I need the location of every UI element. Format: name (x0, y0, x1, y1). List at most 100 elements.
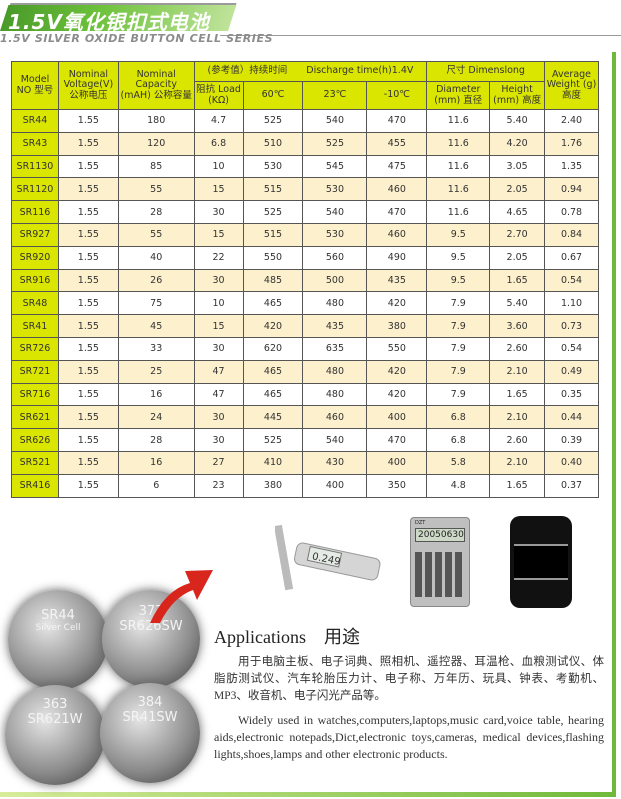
cell-discharge-minus10c: 470 (366, 109, 428, 133)
table-row: SR721 1.55 25 47 465 480 420 7.9 2.10 0.49 (11, 359, 599, 384)
spec-table: Model NO 型号 Nominal Voltage(V) 公称电压 Nomi… (11, 61, 599, 498)
cell-capacity: 25 (117, 359, 195, 384)
table-row: SR621 1.55 24 30 445 460 400 6.8 2.10 0.44 (11, 405, 599, 430)
header-dimension: 尺寸 Dimenslong (426, 61, 546, 82)
header-diameter: Diameter (mm) 直径 (426, 81, 491, 110)
cell-model: SR726 (11, 336, 59, 361)
cell-discharge-23c: 480 (302, 382, 368, 407)
coin-label: 384 (137, 695, 163, 710)
cell-weight: 1.35 (544, 154, 599, 179)
cell-voltage: 1.55 (57, 131, 119, 156)
cell-discharge-60c: 510 (242, 131, 304, 156)
cell-discharge-23c: 480 (302, 291, 368, 316)
cell-capacity: 55 (117, 177, 195, 202)
applications-text-en: Widely used in watches,computers,laptops… (214, 713, 604, 761)
cell-weight: 0.78 (544, 200, 599, 224)
applications-title-cn: 用途 (324, 627, 360, 647)
cell-model: SR43 (11, 131, 59, 156)
cell-load: 15 (193, 222, 244, 247)
table-row: SR626 1.55 28 30 525 540 470 6.8 2.60 0.39 (11, 428, 599, 452)
cell-discharge-60c: 530 (242, 154, 304, 179)
cell-height: 2.10 (489, 359, 546, 384)
cell-load: 10 (193, 291, 244, 316)
cell-capacity: 16 (117, 382, 195, 407)
cell-discharge-minus10c: 420 (366, 382, 428, 407)
cell-discharge-minus10c: 460 (366, 222, 428, 247)
cell-load: 30 (193, 200, 244, 224)
cell-model: SR44 (11, 109, 59, 133)
header-60c: 60℃ (242, 81, 304, 110)
cell-discharge-minus10c: 470 (366, 428, 428, 452)
cell-capacity: 6 (117, 473, 195, 498)
cell-discharge-60c: 410 (242, 450, 304, 475)
cell-load: 47 (193, 382, 244, 407)
cell-diameter: 7.9 (426, 291, 491, 316)
cell-diameter: 6.8 (426, 405, 491, 430)
cell-diameter: 7.9 (426, 382, 491, 407)
header-minus10c: -10℃ (366, 81, 428, 110)
cell-discharge-60c: 515 (242, 222, 304, 247)
cell-model: SR416 (11, 473, 59, 498)
cell-voltage: 1.55 (57, 268, 119, 293)
cell-capacity: 180 (117, 109, 195, 133)
applications-title: Applications (214, 627, 306, 647)
cell-diameter: 11.6 (426, 200, 491, 224)
cell-discharge-23c: 530 (302, 222, 368, 247)
cell-height: 1.65 (489, 473, 546, 498)
cell-discharge-minus10c: 435 (366, 268, 428, 293)
cell-diameter: 7.9 (426, 336, 491, 361)
table-row: SR416 1.55 6 23 380 400 350 4.8 1.65 0.37 (11, 473, 599, 498)
header-capacity: Nominal Capacity (mAH) 公称容量 (117, 61, 195, 110)
cell-discharge-60c: 445 (242, 405, 304, 430)
cell-discharge-minus10c: 400 (366, 450, 428, 475)
cell-model: SR41 (11, 314, 59, 338)
cell-model: SR116 (11, 200, 59, 224)
cell-height: 2.60 (489, 428, 546, 452)
cell-discharge-23c: 540 (302, 428, 368, 452)
cell-height: 2.10 (489, 405, 546, 430)
page-title: 1.5V氧化银扣式电池 (8, 10, 210, 34)
cell-voltage: 1.55 (57, 291, 119, 316)
cell-diameter: 11.6 (426, 109, 491, 133)
cell-capacity: 55 (117, 222, 195, 247)
cell-weight: 0.73 (544, 314, 599, 338)
cell-model: SR521 (11, 450, 59, 475)
coin-384: 384 SR41SW (100, 683, 200, 783)
cell-discharge-minus10c: 350 (366, 473, 428, 498)
cell-height: 2.05 (489, 245, 546, 270)
coin-377: 377 SR626SW (102, 590, 200, 688)
cell-discharge-60c: 525 (242, 200, 304, 224)
header-model: Model NO 型号 (11, 61, 59, 110)
coin-label: SR626SW (119, 619, 183, 634)
calculator-brand: DZT (415, 520, 426, 526)
calculator-image: DZT 20050630 (410, 517, 470, 607)
cell-discharge-60c: 465 (242, 382, 304, 407)
cell-capacity: 75 (117, 291, 195, 316)
cell-capacity: 120 (117, 131, 195, 156)
cell-load: 30 (193, 268, 244, 293)
cell-discharge-23c: 430 (302, 450, 368, 475)
cell-model: SR716 (11, 382, 59, 407)
cell-discharge-minus10c: 475 (366, 154, 428, 179)
cell-discharge-23c: 525 (302, 131, 368, 156)
coin-label: SR41SW (122, 710, 178, 725)
cell-model: SR721 (11, 359, 59, 384)
cell-discharge-minus10c: 455 (366, 131, 428, 156)
coin-label: Silver Cell (35, 623, 81, 633)
cell-weight: 2.40 (544, 109, 599, 133)
applications-text-cn: 用于电脑主板、电子词典、照相机、遥控器、耳温枪、血粮测试仪、体脂肪测试仪、汽车轮… (214, 656, 604, 702)
cell-discharge-minus10c: 460 (366, 177, 428, 202)
table-row: SR48 1.55 75 10 465 480 420 7.9 5.40 1.10 (11, 291, 599, 316)
cell-voltage: 1.55 (57, 314, 119, 338)
cell-weight: 0.84 (544, 222, 599, 247)
cell-height: 5.40 (489, 109, 546, 133)
cell-discharge-23c: 530 (302, 177, 368, 202)
table-row: SR41 1.55 45 15 420 435 380 7.9 3.60 0.73 (11, 314, 599, 338)
cell-diameter: 11.6 (426, 177, 491, 202)
cell-discharge-23c: 500 (302, 268, 368, 293)
cell-capacity: 45 (117, 314, 195, 338)
cell-weight: 0.54 (544, 336, 599, 361)
cell-discharge-minus10c: 420 (366, 359, 428, 384)
cell-weight: 0.44 (544, 405, 599, 430)
cell-voltage: 1.55 (57, 154, 119, 179)
